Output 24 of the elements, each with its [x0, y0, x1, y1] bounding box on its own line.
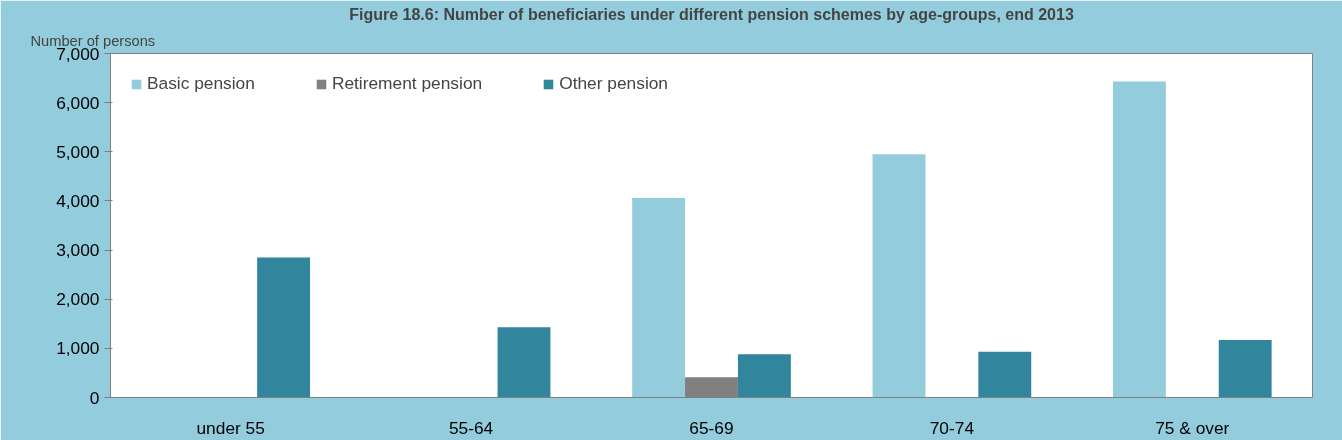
- bar: [737, 354, 791, 398]
- chart-title: Figure 18.6: Number of beneficiaries under different pension schemes by age-groups, end 2013: [349, 5, 1074, 23]
- x-tick-label: 65-69: [689, 417, 734, 438]
- x-tick-label: 75 & over: [1155, 417, 1230, 438]
- y-tick-label: 6,000: [56, 92, 100, 113]
- y-tick-label: 0: [89, 387, 100, 408]
- bar: [1218, 340, 1272, 398]
- x-tick-label: 70-74: [929, 417, 975, 438]
- bar: [978, 351, 1032, 398]
- y-tick-label: 3,000: [56, 240, 100, 261]
- y-tick-label: 5,000: [56, 141, 100, 162]
- bar: [1112, 81, 1166, 398]
- bar: [257, 257, 311, 398]
- legend-label: Other pension: [559, 73, 669, 94]
- legend-label: Basic pension: [147, 73, 255, 94]
- y-tick-label: 2,000: [56, 289, 100, 310]
- bar: [632, 197, 686, 398]
- y-tick-label: 1,000: [56, 338, 100, 359]
- bar: [497, 327, 551, 398]
- x-tick-label: 55-64: [448, 417, 494, 438]
- legend-label: Retirement pension: [331, 73, 483, 94]
- x-tick-label: under 55: [196, 417, 265, 438]
- bar: [872, 154, 926, 398]
- y-tick-label: 4,000: [56, 190, 100, 211]
